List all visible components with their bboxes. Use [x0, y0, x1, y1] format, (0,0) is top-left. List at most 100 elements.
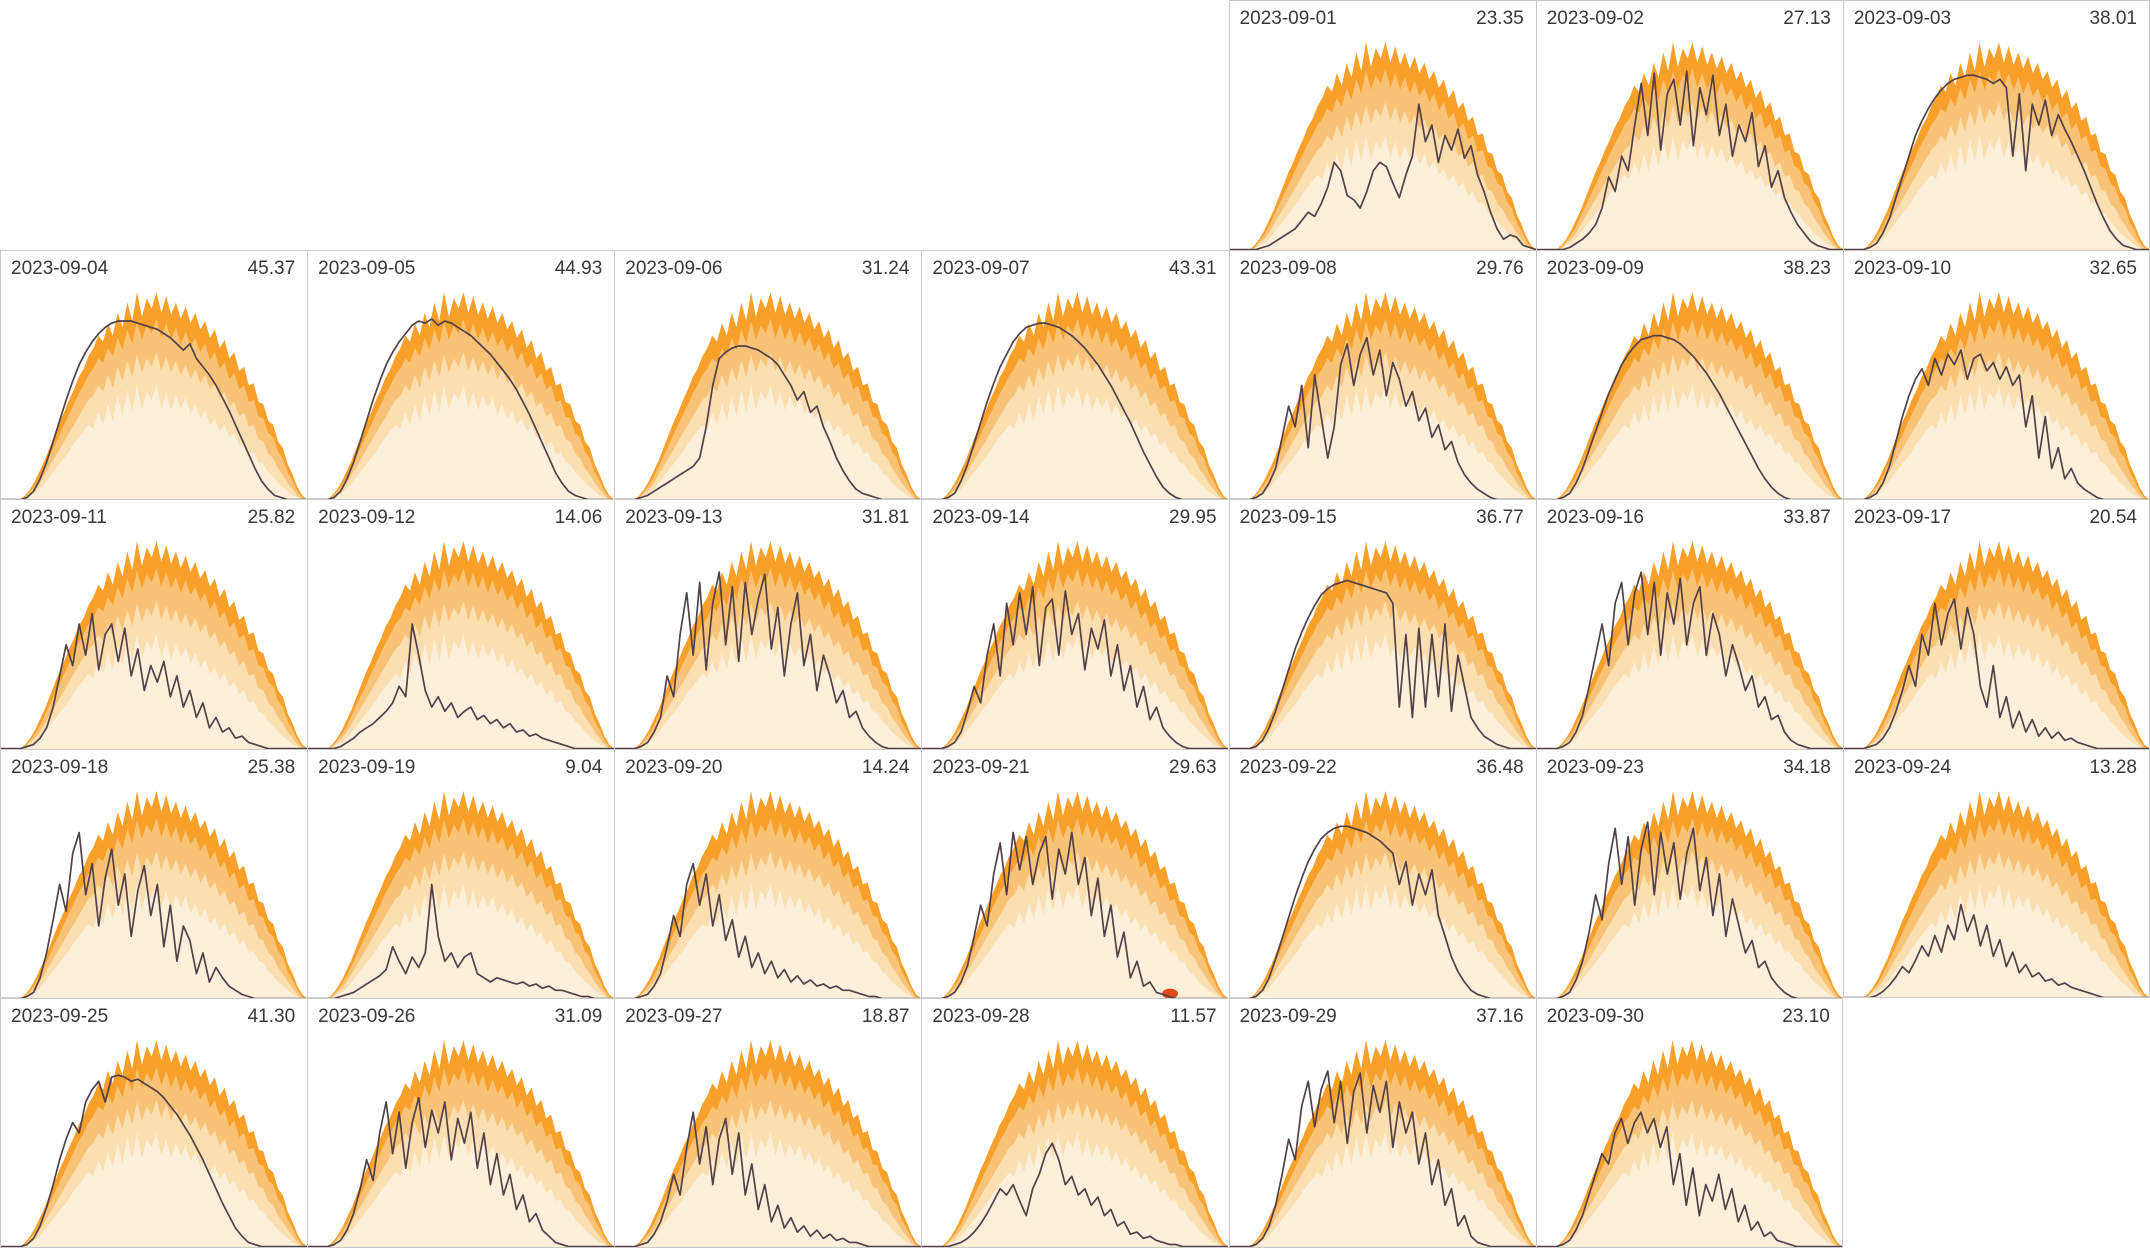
- date-label: 2023-09-07: [932, 257, 1030, 279]
- expected-band-core: [615, 385, 922, 500]
- empty-cell: [307, 0, 615, 250]
- day-cell-2023-09-03: 2023-09-03 38.01: [1842, 0, 2150, 250]
- actual-production-line: [1230, 337, 1536, 499]
- day-cell-2023-09-04: 2023-09-04 45.37: [0, 249, 308, 500]
- cell-header: 2023-09-10 32.65: [1844, 251, 2149, 286]
- actual-production-line: [1, 1076, 307, 1247]
- daily-total-label: 44.93: [554, 257, 603, 279]
- cell-header: 2023-09-15 36.77: [1230, 500, 1536, 535]
- chart-area: [1536, 286, 1843, 500]
- date-label: 2023-09-29: [1239, 1006, 1337, 1028]
- day-cell-2023-09-21: 2023-09-21 29.63: [921, 748, 1229, 999]
- day-cell-2023-09-14: 2023-09-14 29.95: [921, 499, 1229, 749]
- chart-area: [308, 785, 615, 999]
- daily-total-label: 45.37: [247, 257, 296, 279]
- production-chart: [1536, 1040, 1842, 1247]
- empty-cell: [614, 0, 922, 250]
- empty-cell: [0, 0, 308, 250]
- date-label: 2023-09-02: [1546, 8, 1644, 29]
- date-label: 2023-09-11: [11, 507, 107, 529]
- day-cell-2023-09-01: 2023-09-01 23.35: [1228, 0, 1536, 250]
- cell-header: 2023-09-09 38.23: [1537, 251, 1843, 286]
- cell-header: 2023-09-19 9.04: [308, 750, 614, 785]
- day-cell-2023-09-15: 2023-09-15 36.77: [1228, 499, 1536, 749]
- cell-header: 2023-09-07 43.31: [922, 251, 1228, 286]
- actual-production-line: [1537, 572, 1843, 748]
- day-cell-2023-09-06: 2023-09-06 31.24: [614, 249, 922, 500]
- actual-production-line: [1844, 904, 2149, 997]
- production-chart: [1536, 541, 1843, 749]
- daily-total-label: 31.09: [554, 1006, 603, 1028]
- daily-total-label: 29.95: [1169, 507, 1217, 529]
- chart-area: [615, 286, 922, 500]
- daily-total-label: 31.81: [861, 507, 910, 529]
- actual-production-line: [922, 832, 1228, 998]
- daily-total-label: 9.04: [565, 756, 603, 778]
- chart-area: [922, 1034, 1229, 1247]
- daily-total-label: 38.23: [1783, 257, 1831, 279]
- cell-header: 2023-09-27 18.87: [615, 999, 921, 1034]
- expected-band-core: [615, 1133, 922, 1247]
- day-cell-2023-09-05: 2023-09-05 44.93: [307, 249, 615, 500]
- expected-band-core: [615, 884, 922, 999]
- cell-header: 2023-09-22 36.48: [1230, 750, 1536, 785]
- day-cell-2023-09-17: 2023-09-17 20.54: [1842, 499, 2150, 749]
- daily-total-label: 29.63: [1169, 756, 1217, 778]
- chart-area: [1843, 535, 2149, 749]
- daily-total-label: 13.28: [2089, 756, 2137, 778]
- date-label: 2023-09-22: [1239, 756, 1337, 778]
- chart-area: [1536, 36, 1843, 250]
- daily-total-label: 36.48: [1476, 756, 1524, 778]
- chart-area: [615, 535, 922, 749]
- production-chart: [922, 1040, 1229, 1247]
- cell-header: 2023-09-21 29.63: [922, 750, 1228, 785]
- daily-total-label: 31.24: [861, 257, 910, 279]
- daily-total-label: 23.35: [1476, 8, 1524, 29]
- day-cell-2023-09-23: 2023-09-23 34.18: [1535, 748, 1843, 999]
- daily-total-label: 25.82: [247, 507, 296, 529]
- expected-band-core: [615, 634, 922, 749]
- production-chart: [922, 291, 1229, 500]
- date-label: 2023-09-04: [11, 257, 109, 279]
- day-cell-2023-09-29: 2023-09-29 37.16: [1228, 998, 1536, 1248]
- day-cell-2023-09-24: 2023-09-24 13.28: [1842, 748, 2150, 999]
- production-chart: [308, 790, 615, 999]
- production-chart: [1536, 41, 1843, 250]
- expected-band-core: [1843, 135, 2149, 250]
- actual-production-line: [1, 321, 307, 500]
- production-chart: [1229, 41, 1536, 250]
- actual-production-line: [615, 572, 921, 748]
- day-cell-2023-09-30: 2023-09-30 23.10: [1535, 998, 1843, 1248]
- chart-area: [922, 785, 1229, 999]
- production-chart: [1229, 291, 1536, 500]
- expected-band-core: [1, 634, 308, 749]
- actual-production-line: [1, 832, 307, 998]
- cell-header: 2023-09-24 13.28: [1844, 750, 2149, 785]
- expected-band-core: [1536, 135, 1843, 250]
- daily-total-label: 29.76: [1476, 257, 1524, 279]
- cell-header: 2023-09-01 23.35: [1230, 1, 1536, 36]
- empty-cell: [921, 0, 1229, 250]
- actual-production-line: [922, 323, 1228, 499]
- production-chart: [1843, 41, 2149, 250]
- actual-production-line: [1230, 826, 1536, 998]
- date-label: 2023-09-09: [1546, 257, 1644, 279]
- daily-total-label: 20.54: [2089, 507, 2137, 529]
- actual-production-line: [615, 863, 921, 998]
- daily-total-label: 36.77: [1476, 507, 1524, 529]
- date-label: 2023-09-13: [625, 507, 723, 529]
- expected-band-core: [922, 884, 1229, 999]
- production-chart: [615, 291, 922, 500]
- actual-production-line: [1230, 1071, 1536, 1247]
- expected-band-core: [1536, 385, 1843, 500]
- day-cell-2023-09-18: 2023-09-18 25.38: [0, 748, 308, 999]
- actual-production-line: [1230, 104, 1536, 249]
- chart-area: [1, 785, 308, 999]
- cell-header: 2023-09-03 38.01: [1844, 1, 2149, 36]
- daily-total-label: 38.01: [2089, 8, 2137, 29]
- daily-total-label: 33.87: [1783, 507, 1831, 529]
- daily-total-label: 27.13: [1783, 8, 1831, 29]
- chart-area: [1229, 535, 1536, 749]
- cell-header: 2023-09-26 31.09: [308, 999, 614, 1034]
- production-chart: [1229, 1040, 1536, 1247]
